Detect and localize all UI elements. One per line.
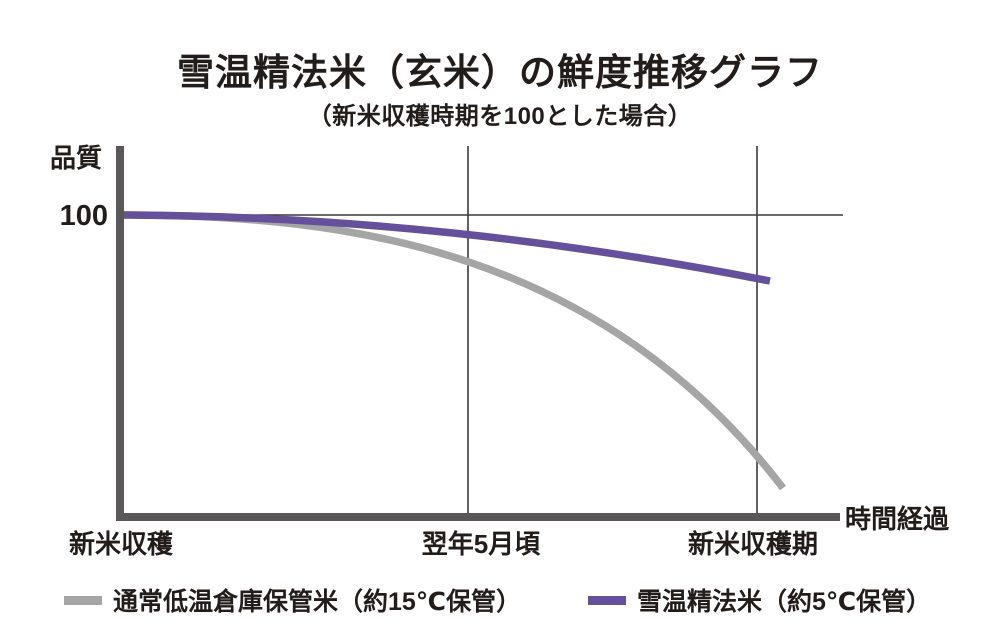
snow-temp-swatch [588,595,626,605]
series-normal-storage-line [123,211,786,491]
legend: 通常低温倉庫保管米（約15℃保管） 雪温精法米（約5℃保管） [0,582,1000,616]
chart-title: 雪温精法米（玄米）の鮮度推移グラフ [177,52,823,93]
legend-label-snow-temp: 雪温精法米（約5℃保管） [637,588,932,616]
y-axis [116,146,124,521]
normal-storage-swatch [64,595,102,605]
x-tick-next-harvest: 新米収穫期 [687,529,819,559]
legend-label-normal-storage: 通常低温倉庫保管米（約15℃保管） [113,588,522,616]
x-axis [116,513,840,521]
y-axis-tick-100: 100 [59,200,108,232]
series-snow-temp-line [123,211,771,285]
x-tick-next-may: 翌年5月頃 [421,529,541,559]
x-axis-title: 時間経過 [845,504,950,534]
x-tick-harvest: 新米収穫 [68,529,174,559]
legend-item-snow-temp: 雪温精法米（約5℃保管） [588,582,931,618]
y-axis-title: 品質 [50,143,103,173]
chart-subtitle: （新米収穫時期を100とした場合） [307,103,693,130]
legend-item-normal-storage: 通常低温倉庫保管米（約15℃保管） [64,582,521,618]
